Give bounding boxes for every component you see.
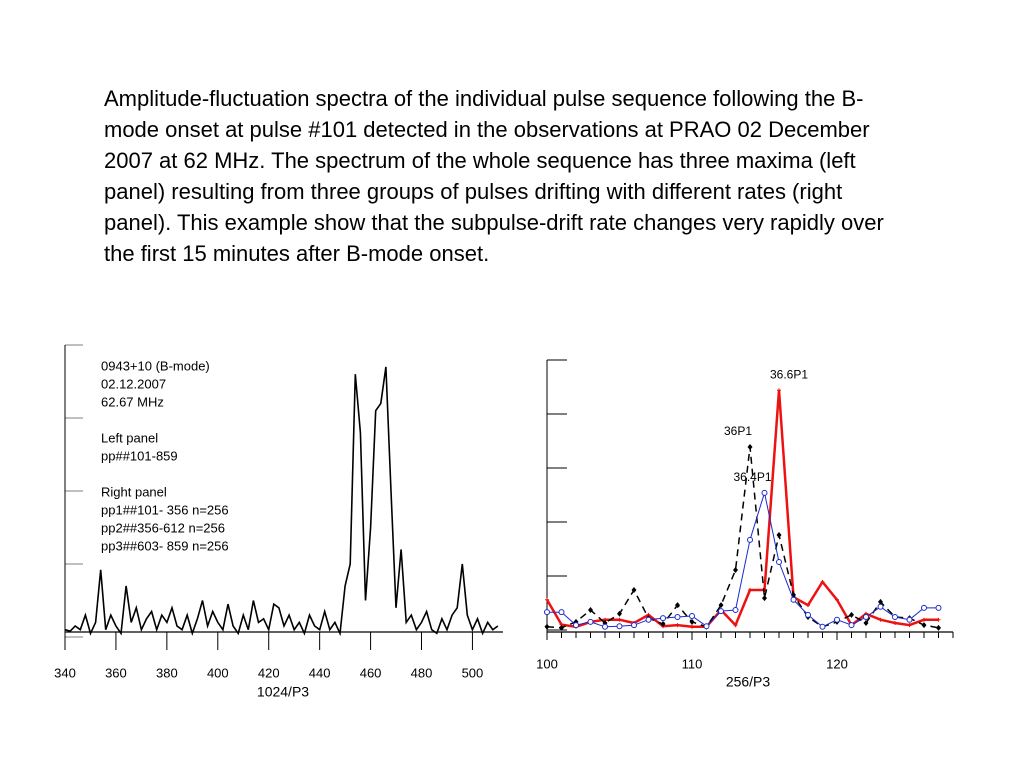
marker: [617, 617, 622, 622]
marker: [878, 598, 883, 605]
marker: [689, 618, 695, 625]
marker: [558, 609, 565, 616]
x-tick-label: 120: [826, 656, 848, 671]
marker: [790, 596, 797, 603]
marker: [878, 617, 883, 622]
x-tick-label: 440: [309, 665, 331, 680]
marker: [936, 624, 941, 631]
marker: [718, 602, 724, 609]
x-axis-label: 256/P3: [726, 674, 771, 690]
spectrum-line: [64, 366, 499, 637]
annotation: pp##101-859: [101, 448, 178, 463]
marker: [587, 618, 594, 625]
annotation: 0943+10 (B-mode): [101, 358, 210, 373]
marker: [820, 579, 825, 584]
marker: [776, 558, 782, 565]
x-tick-label: 110: [682, 656, 703, 671]
marker: [733, 623, 738, 628]
marker: [906, 616, 913, 623]
marker: [631, 587, 637, 594]
annotation: pp3##603- 859 n=256: [101, 538, 229, 553]
series-line: [547, 490, 939, 628]
x-tick-label: 460: [360, 665, 382, 680]
marker: [631, 622, 637, 629]
marker: [602, 623, 608, 630]
marker: [761, 489, 768, 496]
annotation: Left panel: [101, 430, 158, 445]
x-axis-label: 1024/P3: [257, 684, 309, 700]
marker: [544, 623, 550, 630]
x-tick-label: 360: [105, 665, 127, 680]
marker: [921, 622, 927, 629]
marker: [732, 607, 739, 614]
x-tick-label: 100: [536, 656, 558, 671]
marker: [893, 620, 897, 625]
marker: [935, 604, 942, 611]
marker: [748, 588, 752, 593]
marker: [733, 567, 738, 574]
marker: [834, 616, 840, 623]
series-line: [545, 390, 939, 629]
annotation: 02.12.2007: [101, 376, 166, 391]
x-tick-label: 500: [462, 665, 484, 680]
marker: [849, 611, 854, 618]
marker: [762, 595, 767, 602]
marker: [675, 602, 680, 609]
marker: [645, 616, 652, 623]
marker: [545, 597, 549, 602]
marker: [588, 607, 593, 614]
annotation: pp1##101- 356 n=256: [101, 502, 229, 517]
marker: [675, 623, 680, 628]
marker: [863, 614, 869, 621]
marker: [616, 623, 623, 630]
annotation: pp2##356-612 n=256: [101, 520, 225, 535]
annotation: Right panel: [101, 484, 167, 499]
x-tick-label: 480: [411, 665, 433, 680]
marker: [907, 623, 912, 628]
annotation: 62.67 MHz: [101, 394, 164, 409]
marker: [718, 608, 724, 615]
marker: [863, 619, 869, 626]
marker: [819, 623, 826, 630]
marker: [922, 617, 926, 622]
marker: [617, 610, 622, 617]
marker: [921, 604, 927, 611]
marker: [806, 603, 810, 608]
x-tick-label: 340: [54, 665, 76, 680]
marker: [674, 614, 681, 621]
marker: [805, 611, 811, 618]
x-tick-label: 400: [207, 665, 229, 680]
marker: [848, 622, 855, 629]
marker: [776, 531, 782, 538]
x-tick-label: 420: [258, 665, 280, 680]
series-label: 36.6P1: [770, 367, 808, 381]
series-label: 36.4P1: [733, 470, 771, 484]
marker: [660, 621, 666, 628]
marker: [690, 624, 694, 629]
marker: [936, 617, 941, 622]
caption: Amplitude-fluctuation spectra of the ind…: [104, 86, 884, 266]
marker: [747, 443, 753, 450]
marker: [703, 623, 710, 630]
marker: [689, 612, 695, 619]
marker: [544, 609, 550, 616]
marker: [660, 615, 666, 622]
x-tick-label: 380: [156, 665, 178, 680]
series-label: 36P1: [724, 424, 752, 438]
marker: [747, 536, 753, 543]
marker: [573, 622, 579, 629]
marker: [892, 614, 898, 621]
marker: [559, 624, 564, 631]
marker: [835, 597, 839, 602]
marker: [877, 603, 884, 610]
marker: [777, 388, 781, 393]
